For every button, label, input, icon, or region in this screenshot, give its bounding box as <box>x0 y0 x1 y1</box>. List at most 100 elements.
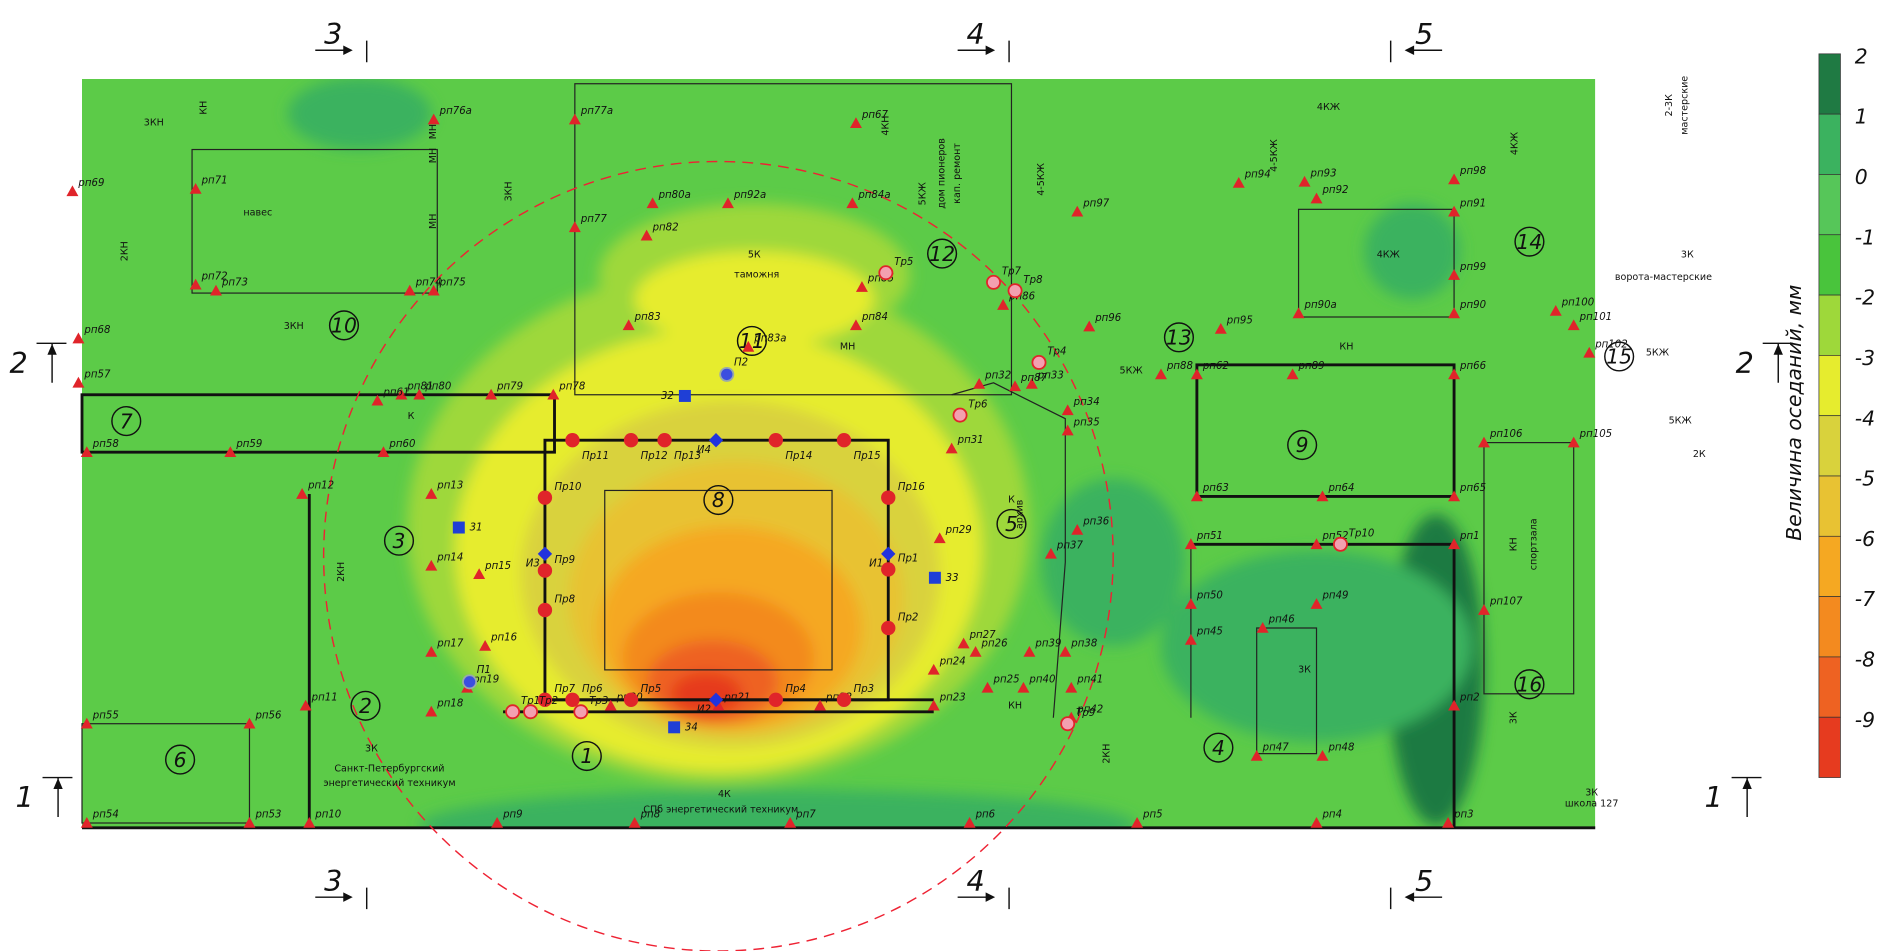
building-number: 9 <box>1296 433 1309 457</box>
benchmark-marker <box>628 817 641 828</box>
wall-point <box>565 433 580 448</box>
benchmark-marker <box>427 284 440 296</box>
benchmark-marker <box>1567 436 1580 448</box>
wall-point-label: Пр2 <box>898 612 919 623</box>
structure-label: 5КЖ <box>1120 365 1144 376</box>
benchmark-label: рп52 <box>1321 531 1348 542</box>
benchmark-marker <box>742 340 755 352</box>
wall-point-label: Пр13 <box>674 451 701 462</box>
piezometer <box>462 674 478 690</box>
benchmark-label: рп48 <box>1327 743 1355 754</box>
crack-point-label: Тр5 <box>894 257 913 268</box>
benchmark-marker <box>1232 177 1245 188</box>
legend-level: -6 <box>1855 527 1875 551</box>
section-arrow <box>315 887 368 910</box>
structure-label: дом пионеров <box>937 138 948 209</box>
benchmark-marker <box>491 817 504 828</box>
section-label: 4 <box>966 17 984 51</box>
benchmark-label: рп51 <box>1196 531 1223 542</box>
benchmark-label: рп80а <box>658 190 691 201</box>
benchmark-marker <box>1310 598 1323 609</box>
benchmark-label: рп19 <box>472 674 499 685</box>
building-number-ring <box>996 508 1027 540</box>
legend-swatch <box>1818 415 1841 477</box>
wall-point <box>565 692 580 707</box>
structure-label: 2-3К <box>1664 94 1675 117</box>
benchmark-marker <box>1023 645 1036 657</box>
structure-label: 3К <box>1508 711 1519 724</box>
structure-label: МН <box>428 214 439 229</box>
benchmark-label: рп23 <box>939 692 966 703</box>
wall-point <box>836 433 852 448</box>
contour-field <box>82 78 1596 828</box>
structure-label: мастерские <box>1679 76 1690 135</box>
section-label: 5 <box>1415 17 1433 51</box>
benchmark-marker <box>1298 175 1311 187</box>
building-number: 12 <box>929 242 955 266</box>
crack-point-label: Тр9 <box>1076 708 1095 719</box>
benchmark-label: рп79 <box>496 381 523 392</box>
wall-point <box>768 433 783 448</box>
structure-label: МН <box>840 341 855 352</box>
benchmark-marker <box>80 717 93 729</box>
section-label: 5 <box>1415 864 1433 898</box>
benchmark-marker <box>547 388 560 400</box>
benchmark-marker <box>403 284 416 296</box>
crack-point-label: Тр7 <box>1002 267 1022 278</box>
building-number-ring <box>1604 341 1635 372</box>
benchmark-marker <box>299 699 312 711</box>
wall-point-label: Пр6 <box>582 684 603 695</box>
inclinometer <box>537 546 553 562</box>
legend-level: -9 <box>1855 708 1875 732</box>
crack-point <box>523 704 539 720</box>
structure-label: КН <box>1339 341 1353 352</box>
benchmark-label: рп42 <box>1076 704 1103 715</box>
benchmark-label: рп66 <box>1459 361 1487 372</box>
benchmark-marker <box>1065 681 1078 693</box>
benchmark-marker <box>243 817 256 828</box>
benchmark-marker <box>969 645 982 657</box>
wall-point-label: Пр7 <box>555 684 576 695</box>
legend-swatch <box>1818 113 1841 175</box>
benchmark-marker <box>849 319 862 331</box>
legend: 2 1 0 -1 -2 -3 -4 -5 -6 -7 -8 -9 Величина оседаний, … <box>1782 44 1875 778</box>
well <box>452 521 465 534</box>
benchmark-marker <box>784 817 797 828</box>
structure-label: таможня <box>734 270 779 281</box>
section-arrow <box>315 40 368 63</box>
structure-label: 5КЖ <box>1669 416 1693 427</box>
building-number: 7 <box>120 409 133 433</box>
legend-level: -7 <box>1855 587 1875 611</box>
section-label: 3 <box>324 17 342 51</box>
structure-label: энергетический техникум <box>323 778 455 789</box>
structure-label: школа 127 <box>1565 798 1619 809</box>
benchmark-label: рп56 <box>254 710 282 721</box>
benchmark-label: рп90а <box>1304 300 1337 311</box>
benchmark-marker <box>1448 538 1461 550</box>
benchmark-marker <box>1477 436 1490 448</box>
benchmark-label: рп9 <box>502 810 523 821</box>
crack-point <box>505 704 521 720</box>
wall-point-label: Пр9 <box>555 555 576 566</box>
benchmark-label: рп2 <box>1459 692 1480 703</box>
crack-point <box>952 407 968 423</box>
benchmark-marker <box>1009 380 1022 392</box>
well-label: 33 <box>946 573 959 584</box>
benchmark-marker <box>568 113 581 125</box>
benchmark-marker <box>425 488 438 499</box>
legend-swatch <box>1818 716 1841 778</box>
piezometer-label: П2 <box>734 357 748 368</box>
crack-point <box>1060 716 1076 732</box>
building-number: 6 <box>174 748 187 772</box>
crack-point-label: Тр6 <box>968 399 988 410</box>
wall-point-label: Пр12 <box>641 451 668 462</box>
benchmark-label: рп96 <box>1094 313 1122 324</box>
benchmark-label: рп78 <box>558 381 586 392</box>
benchmark-marker <box>371 394 384 406</box>
benchmark-marker <box>1316 490 1329 502</box>
benchmark-marker <box>963 817 976 828</box>
section-arrow <box>957 887 1010 910</box>
benchmark-marker <box>981 681 994 693</box>
benchmark-marker <box>479 639 492 651</box>
